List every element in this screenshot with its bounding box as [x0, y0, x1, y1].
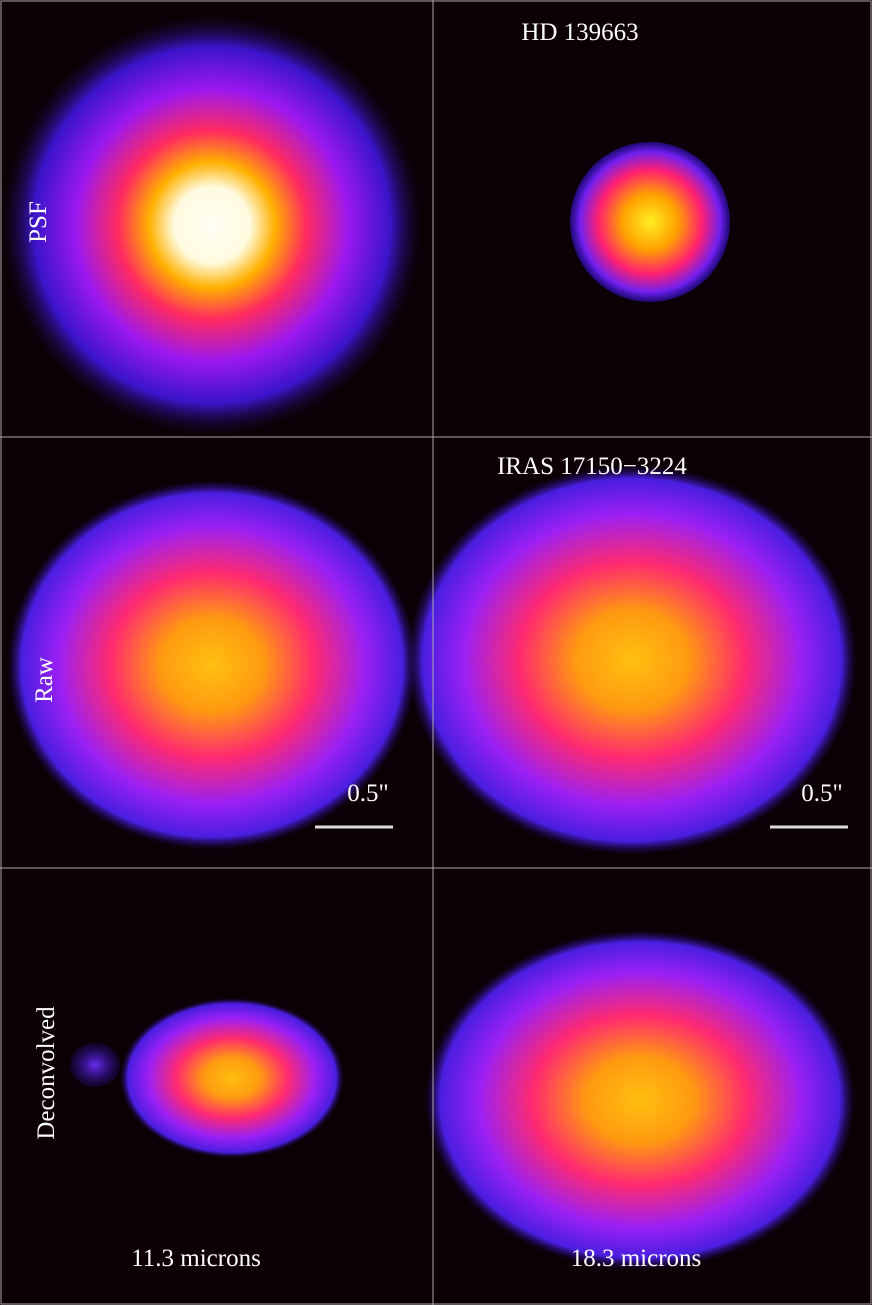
- scale-bar-label: 0.5": [801, 780, 842, 807]
- panel-title: IRAS 17150−3224: [497, 453, 687, 480]
- row-label: PSF: [25, 201, 52, 243]
- deconvolved-11-image: [120, 998, 344, 1158]
- row-label: Raw: [31, 657, 58, 703]
- panel-title: HD 139663: [521, 19, 638, 46]
- raw-18-image: [407, 465, 857, 855]
- wavelength-label: 18.3 microns: [571, 1245, 702, 1272]
- row-label: Deconvolved: [33, 1006, 60, 1140]
- psf-11-image: [2, 15, 422, 435]
- psf-18-image: [570, 142, 730, 302]
- raw-11-image: [7, 480, 417, 850]
- scale-bar-label: 0.5": [347, 780, 388, 807]
- wavelength-label: 11.3 microns: [131, 1245, 261, 1272]
- deconvolved-18-image: [425, 930, 855, 1270]
- deconvolved-11-companion: [70, 1043, 120, 1087]
